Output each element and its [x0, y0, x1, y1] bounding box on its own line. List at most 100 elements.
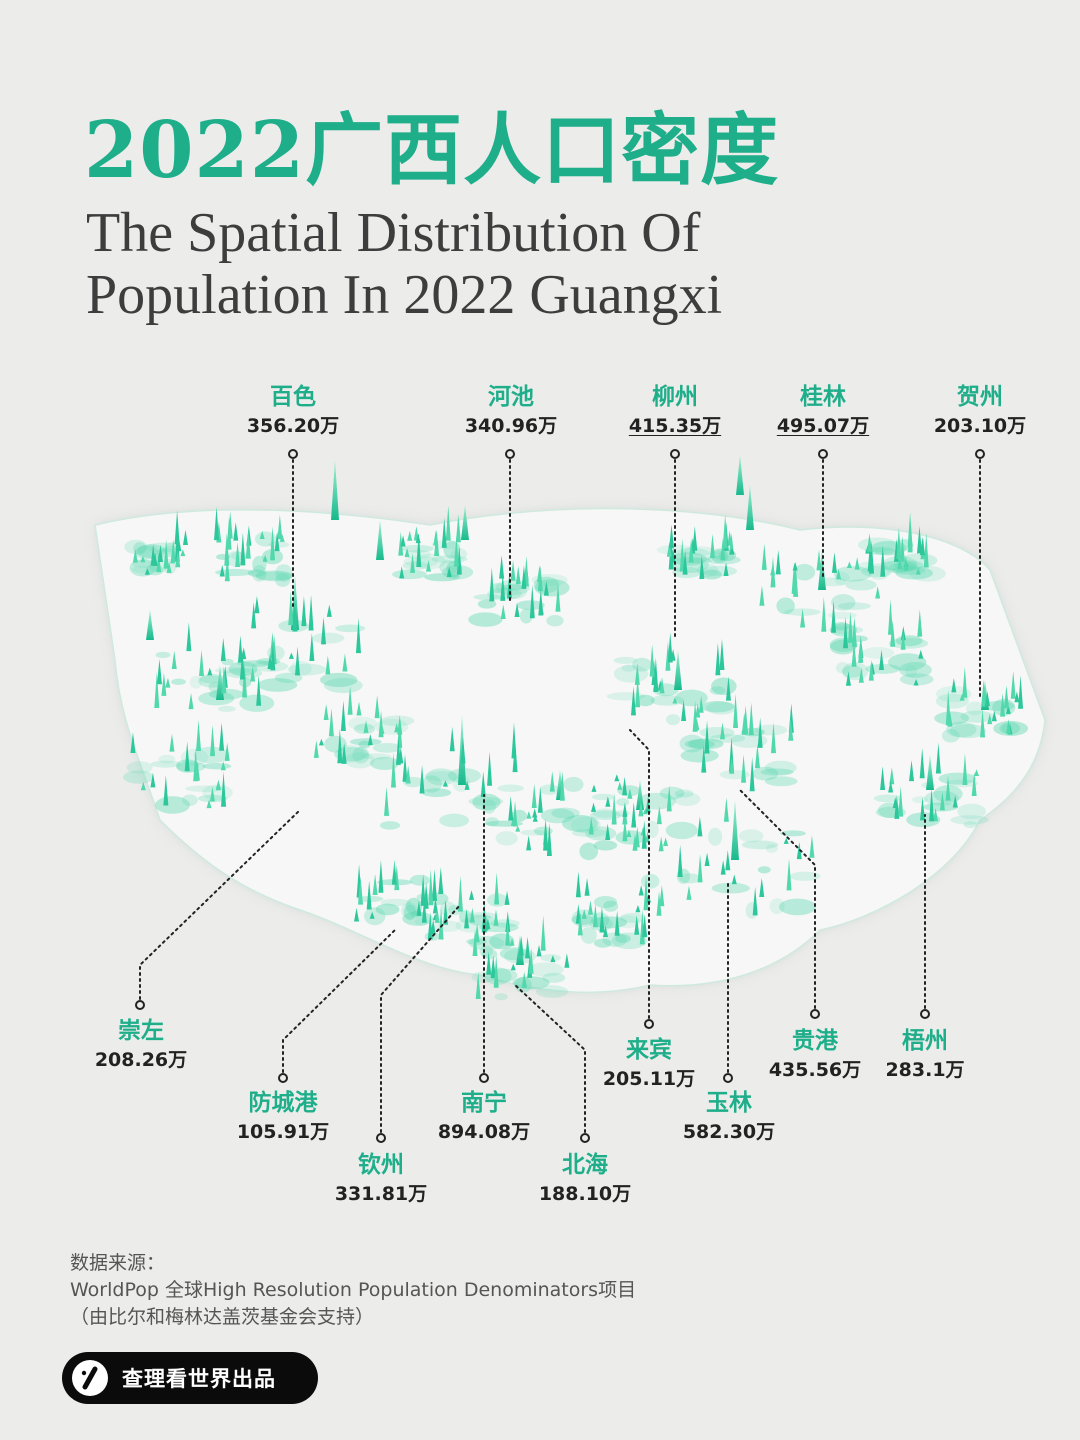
density-spike: [636, 780, 644, 810]
density-spike: [555, 583, 561, 612]
density-spike: [367, 733, 373, 746]
density-patch: [857, 537, 898, 553]
density-patch: [669, 556, 709, 573]
density-patch: [539, 784, 560, 795]
density-spike: [170, 539, 176, 562]
density-spike: [505, 911, 511, 933]
density-spike: [475, 972, 481, 999]
leader-marker-nanning: [479, 1073, 489, 1083]
density-patch: [950, 815, 990, 825]
density-spike: [632, 833, 638, 851]
city-name: 钦州: [358, 1152, 404, 1178]
density-patch: [375, 903, 400, 916]
density-spike: [341, 742, 347, 764]
density-spike: [816, 550, 822, 571]
density-spike: [400, 535, 406, 547]
density-spike: [679, 538, 685, 572]
density-patch: [497, 784, 524, 792]
density-spike: [682, 550, 688, 575]
density-patch: [473, 594, 503, 601]
density-patch: [709, 734, 746, 743]
density-spike: [741, 712, 747, 735]
density-patch: [455, 918, 487, 933]
density-patch: [439, 813, 469, 828]
density-spike: [591, 802, 597, 812]
density-spike: [494, 872, 500, 905]
city-value: 188.10万: [538, 1183, 632, 1205]
density-spike: [321, 617, 327, 645]
density-spike: [854, 557, 860, 570]
density-spike: [224, 555, 230, 582]
density-spike: [374, 695, 380, 719]
density-patch: [561, 814, 599, 832]
density-patch: [482, 799, 496, 814]
density-patch: [789, 871, 821, 881]
density-patch: [780, 830, 806, 837]
density-patch: [699, 726, 735, 739]
density-spike: [384, 786, 390, 816]
density-spike: [845, 671, 851, 686]
density-patch: [935, 693, 969, 709]
density-spike: [514, 602, 520, 618]
density-patch: [217, 705, 236, 712]
leader-lines: [135, 449, 985, 1143]
density-spike: [900, 632, 906, 650]
density-spike: [728, 737, 734, 772]
density-spike: [279, 534, 285, 542]
density-spike: [453, 536, 459, 567]
density-patch: [905, 664, 918, 678]
density-spike: [489, 567, 495, 602]
density-spike: [722, 514, 728, 549]
density-spike: [215, 781, 221, 789]
leader-marker-laibin: [644, 1019, 654, 1029]
density-spike: [761, 543, 767, 570]
density-patch: [289, 661, 312, 677]
density-patch: [827, 611, 857, 620]
density-spike: [704, 720, 710, 754]
density-spike: [659, 677, 665, 694]
density-patch: [123, 770, 154, 784]
density-spike: [165, 677, 171, 688]
density-spike: [416, 900, 422, 916]
city-name: 河池: [488, 384, 534, 410]
density-patch: [635, 694, 655, 707]
density-spike: [626, 829, 632, 837]
density-spike: [480, 771, 486, 797]
density-patch: [764, 776, 798, 787]
density-patch: [965, 701, 984, 716]
density-spike: [984, 691, 990, 706]
density-patch: [484, 967, 512, 985]
density-spike: [729, 756, 735, 774]
density-patch: [760, 768, 794, 776]
density-spike: [634, 663, 640, 685]
density-spike: [888, 780, 894, 793]
density-spike: [372, 874, 378, 895]
density-spike: [366, 880, 372, 910]
density-spike: [899, 535, 905, 562]
density-patch: [764, 760, 797, 775]
density-spike: [592, 903, 598, 928]
density-patch: [579, 842, 599, 861]
density-spike: [952, 795, 958, 808]
density-spike: [831, 600, 837, 633]
density-spike: [532, 814, 538, 822]
density-patch: [887, 653, 927, 671]
density-spike: [457, 875, 463, 912]
density-patch: [255, 570, 294, 581]
density-patch: [158, 754, 176, 764]
brand-badge: 查理看世界出品: [62, 1352, 318, 1404]
density-spike: [235, 542, 241, 567]
density-patch: [711, 677, 737, 696]
density-spike: [174, 529, 180, 562]
source-label: 数据来源：: [70, 1252, 166, 1274]
density-spike: [710, 534, 716, 559]
density-spike: [251, 602, 257, 629]
density-spike: [725, 850, 731, 871]
density-spike: [858, 667, 864, 683]
density-spike: [434, 529, 440, 556]
density-patch: [563, 776, 584, 792]
density-spike: [214, 506, 220, 541]
density-spike: [226, 517, 232, 550]
density-patch: [150, 760, 181, 768]
density-spike: [919, 797, 925, 821]
